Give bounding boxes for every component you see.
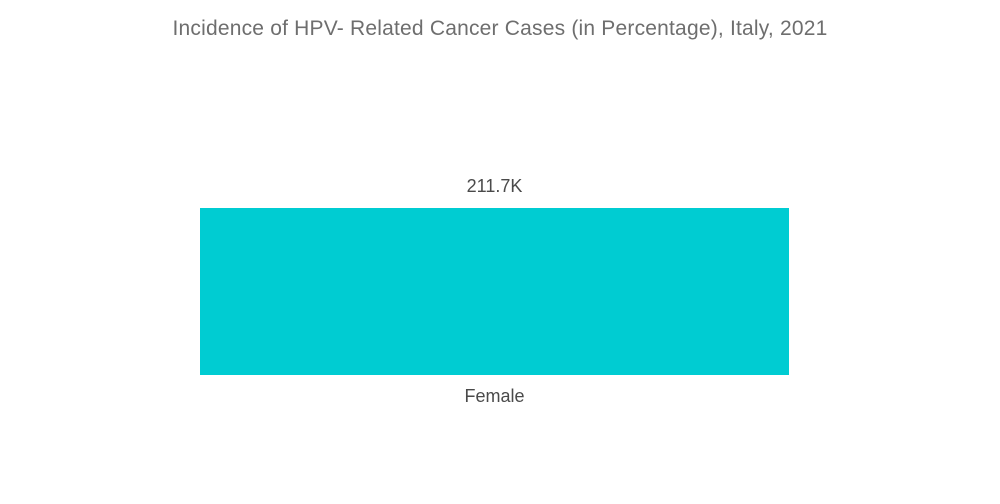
chart-title: Incidence of HPV- Related Cancer Cases (… (172, 17, 828, 40)
category-label-female: Female (464, 386, 525, 406)
bar-female (200, 208, 789, 375)
bar-value-label: 211.7K (466, 176, 523, 196)
plot-area: 211.7K Female (200, 0, 789, 504)
